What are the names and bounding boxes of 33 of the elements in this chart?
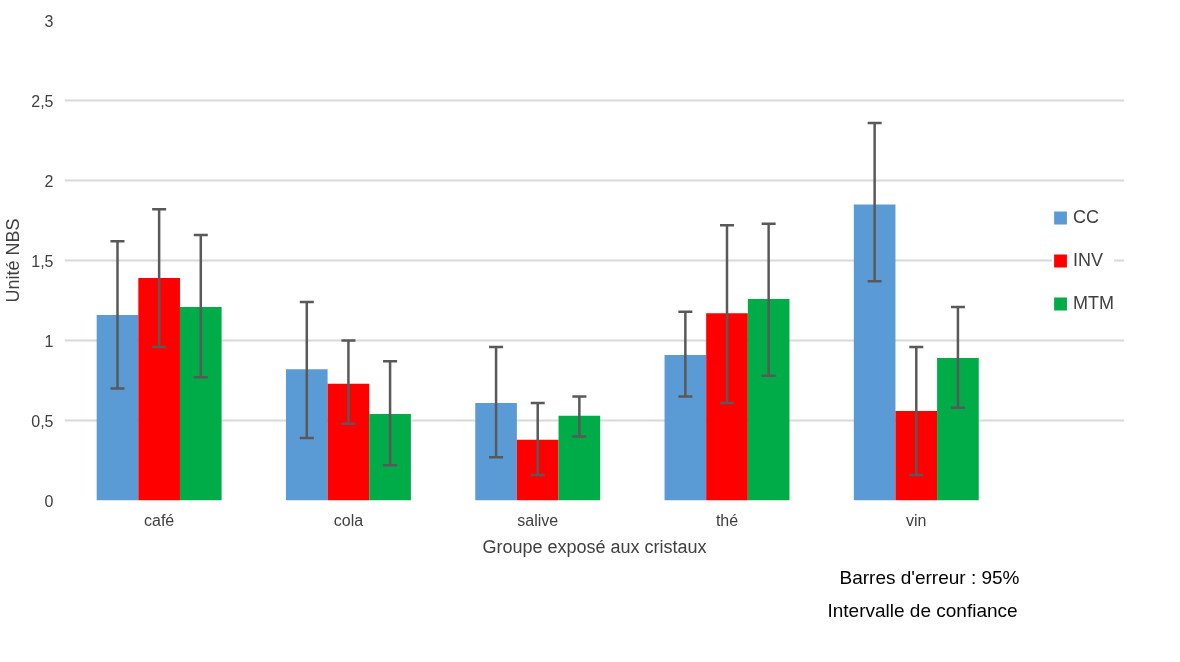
bar: [285, 369, 328, 501]
bar: [706, 313, 748, 501]
bar: [937, 358, 979, 501]
y-axis-title: Unité NBS: [3, 218, 24, 303]
y-tick-label: 0,5: [31, 412, 54, 430]
x-tick-label: thé: [715, 511, 739, 529]
x-tick-label: vin: [906, 511, 927, 529]
bar: [558, 415, 601, 501]
bar: [96, 314, 139, 501]
bar: [179, 306, 222, 501]
bar: [895, 410, 938, 501]
bar: [853, 204, 896, 501]
bar: [327, 383, 370, 501]
bar: [138, 278, 180, 501]
y-tick-label: 2: [44, 172, 54, 190]
y-tick-label: 1: [44, 332, 54, 350]
bar: [369, 414, 411, 501]
y-tick-label: 3: [44, 12, 54, 30]
bar: [664, 354, 707, 501]
x-axis-title: Groupe exposé aux cristaux: [482, 536, 707, 557]
x-tick-label: cola: [333, 511, 364, 529]
y-tick-label: 1,5: [31, 252, 54, 270]
legend-label: INV: [1073, 249, 1104, 271]
bar: [475, 402, 517, 501]
x-tick-label: salive: [517, 511, 559, 529]
text: Barres d'erreur : 95% Intervalle de confiance: [827, 566, 1020, 621]
y-tick-label: 2,5: [31, 92, 54, 110]
bar: [516, 439, 559, 501]
bar: [747, 298, 790, 501]
legend-label: MTM: [1073, 292, 1114, 314]
x-tick-label: café: [144, 511, 175, 529]
legend-label: CC: [1073, 206, 1100, 228]
y-tick-label: 0: [44, 492, 54, 510]
